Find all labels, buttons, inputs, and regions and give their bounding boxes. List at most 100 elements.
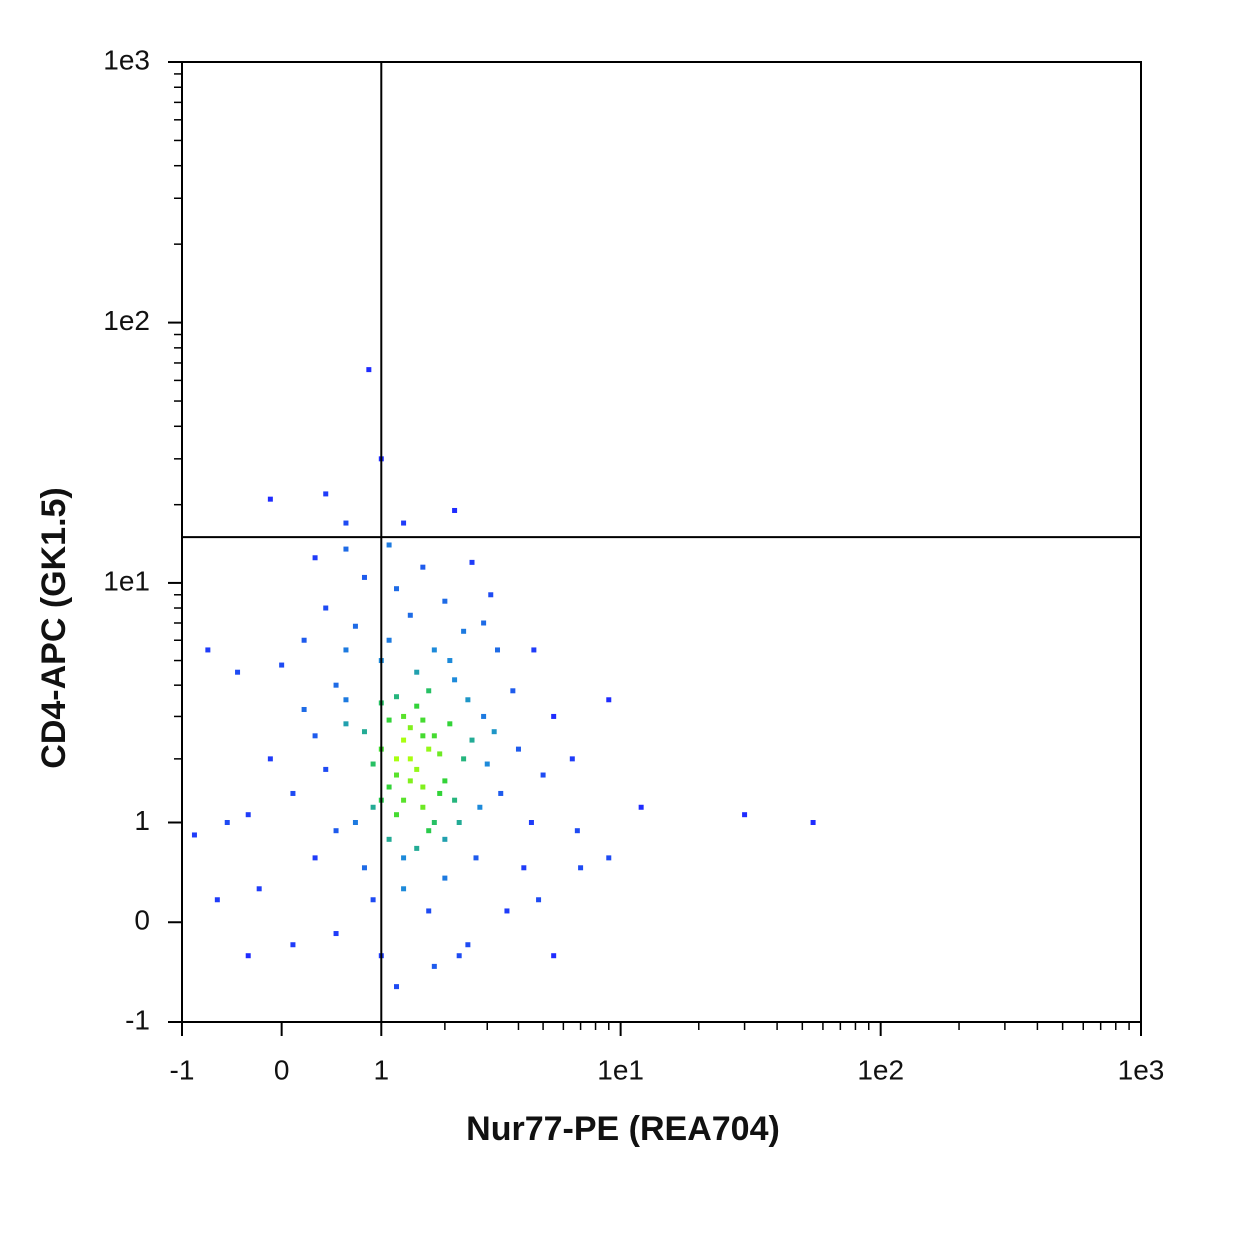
event-dot [301,706,307,712]
event-dot [407,756,413,762]
event-dot [504,908,510,914]
event-dot [810,819,816,825]
event-dot [578,865,584,871]
event-dot [366,367,372,373]
event-dot [437,751,443,757]
event-dot [290,942,296,948]
event-dot [301,637,307,643]
event-dot [420,733,426,739]
event-dot [323,605,329,611]
event-dot [323,491,329,497]
event-dot [528,819,534,825]
event-dot [401,855,407,861]
event-dot [370,897,376,903]
event-dot [536,897,542,903]
event-dot [370,761,376,767]
event-dot [333,931,339,937]
event-dot [414,845,420,851]
event-dot [426,908,432,914]
event-dot [426,746,432,752]
event-dot [477,804,483,810]
event-dot [540,772,546,778]
event-dot [245,953,251,959]
event-dot [370,804,376,810]
y-tick-label: 1 [134,805,150,836]
plot-frame [181,61,1142,1023]
y-tick-label: 0 [134,905,150,936]
event-dot [401,886,407,892]
event-dot [431,647,437,653]
event-dot [256,886,262,892]
event-dot [352,819,358,825]
x-tick-label: 1 [374,1054,390,1085]
event-dot [361,865,367,871]
event-dot [394,812,400,818]
event-dot [407,778,413,784]
y-tick-label: 1e3 [103,44,150,75]
event-dot [456,819,462,825]
event-dot [386,542,392,548]
event-dot [531,647,537,653]
event-dot [323,766,329,772]
event-dot [521,865,527,871]
event-dot [452,797,458,803]
event-dot [386,637,392,643]
event-dot [407,725,413,731]
event-dot [401,713,407,719]
event-dot [461,628,467,634]
event-dot [191,832,197,838]
event-dot [452,507,458,513]
event-dot [491,729,497,735]
event-dot [333,828,339,834]
x-tick-label: -1 [170,1054,195,1085]
event-dot [343,697,349,703]
event-dot [394,756,400,762]
event-dot [510,688,516,694]
event-dot [465,942,471,948]
event-dot [290,790,296,796]
event-dot [386,784,392,790]
event-dot [407,612,413,618]
event-dot [426,688,432,694]
event-dot [551,713,557,719]
event-dot [431,733,437,739]
event-dot [638,804,644,810]
y-tick-label: 1e1 [103,565,150,596]
event-dot [469,559,475,565]
event-dot [414,703,420,709]
event-dot [267,756,273,762]
event-dot [343,647,349,653]
event-dot [394,586,400,592]
event-dot [551,953,557,959]
event-dot [343,520,349,526]
event-dot [312,555,318,561]
event-dot [386,836,392,842]
event-dot [742,812,748,818]
event-dot [401,797,407,803]
x-tick-label: 0 [274,1054,290,1085]
event-dot [481,713,487,719]
event-dot [394,984,400,990]
event-dot [352,623,358,629]
event-dot [312,733,318,739]
x-tick-label: 1e2 [857,1054,904,1085]
event-dot [606,855,612,861]
event-dot [488,592,494,598]
x-axis-label: Nur77-PE (REA704) [466,1110,780,1148]
event-dot [437,790,443,796]
y-tick-label: -1 [125,1004,150,1035]
event-dot [420,717,426,723]
event-dot [205,647,211,653]
event-dot [267,496,273,502]
event-dot [465,697,471,703]
event-dot [426,828,432,834]
event-dot [442,778,448,784]
x-tick-label: 1e1 [597,1054,644,1085]
event-dot [394,772,400,778]
event-dot [515,746,521,752]
event-dot [235,669,241,675]
event-dot [214,897,220,903]
event-dot [469,737,475,743]
event-dot [574,828,580,834]
